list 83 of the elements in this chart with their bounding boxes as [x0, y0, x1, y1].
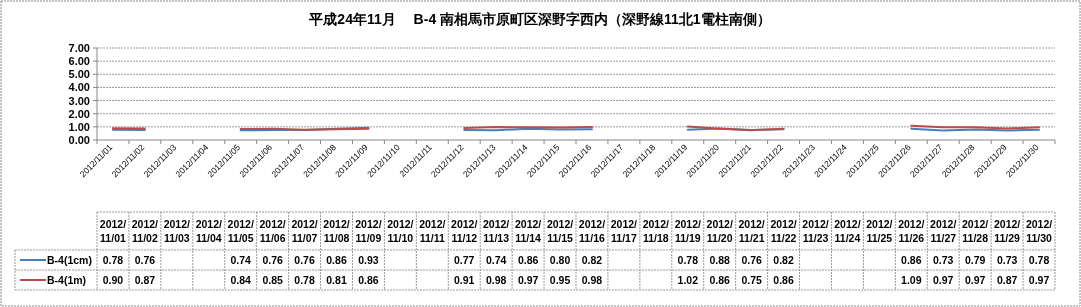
data-label: 0.76 [294, 254, 315, 266]
data-label: 1.02 [677, 274, 699, 286]
data-label: 0.97 [933, 274, 954, 286]
category-label: 2012/11/18 [642, 218, 669, 244]
category-label: 2012/11/09 [355, 218, 382, 244]
data-label: 0.90 [102, 274, 124, 286]
category-label: 2012/11/04 [195, 218, 222, 244]
data-label: 0.97 [964, 274, 986, 286]
category-label: 2012/11/29 [993, 218, 1021, 244]
category-label: 2012/11/28 [962, 218, 989, 244]
y-tick-label: 0.00 [68, 134, 90, 146]
y-tick-label: 1.00 [68, 120, 90, 133]
data-label: 0.98 [581, 274, 603, 286]
chart-title: 平成24年11月 B-4 南相馬市原町区深野字西内（深野線11北1電柱南側） [308, 11, 771, 27]
data-label: 0.73 [996, 254, 1018, 266]
data-label: 0.77 [454, 254, 475, 266]
y-tick-label: 2.00 [68, 107, 90, 120]
data-label: 0.88 [709, 254, 731, 266]
data-label: 0.85 [262, 274, 284, 286]
category-label: 2012/11/19 [674, 218, 701, 244]
data-label: 0.78 [294, 274, 315, 286]
data-label: 0.86 [901, 254, 922, 266]
data-label: 0.86 [517, 254, 539, 266]
data-label: 0.74 [230, 254, 252, 266]
data-label: 0.86 [326, 254, 347, 266]
data-label: 0.78 [102, 254, 124, 266]
data-label: 0.93 [358, 254, 379, 266]
data-label: 0.86 [709, 274, 731, 286]
legend-label: B-4(1cm) [47, 254, 92, 266]
legend-label: B-4(1m) [47, 274, 87, 286]
data-label: 0.76 [741, 254, 763, 266]
category-label: 2012/11/22 [770, 218, 797, 244]
data-label: 0.91 [454, 274, 475, 286]
category-label: 2012/11/08 [323, 218, 350, 244]
category-label: 2012/11/05 [227, 218, 254, 244]
data-label: 0.84 [230, 274, 252, 286]
category-label: 2012/11/06 [259, 218, 286, 244]
data-label: 0.87 [996, 274, 1018, 286]
category-label: 2012/11/17 [610, 218, 638, 244]
data-label: 0.75 [741, 274, 763, 286]
data-label: 0.81 [326, 274, 347, 286]
y-tick-label: 3.00 [68, 94, 90, 107]
data-label: 0.86 [773, 274, 794, 286]
category-label: 2012/11/15 [546, 218, 574, 244]
category-label: 2012/11/07 [291, 218, 318, 244]
data-label: 0.80 [549, 254, 571, 266]
data-label: 0.87 [134, 274, 156, 286]
category-label: 2012/11/16 [578, 218, 606, 244]
data-label: 0.76 [262, 254, 284, 266]
category-label: 2012/11/26 [898, 218, 925, 244]
data-label: 0.97 [517, 274, 539, 286]
y-tick-label: 4.00 [68, 81, 90, 94]
data-label: 0.86 [358, 274, 379, 286]
data-label: 0.82 [581, 254, 603, 266]
category-label: 2012/11/24 [834, 218, 861, 244]
data-label: 0.98 [485, 274, 507, 286]
data-label: 0.97 [1028, 274, 1050, 286]
category-label: 2012/11/25 [866, 218, 893, 244]
category-label: 2012/11/20 [706, 218, 733, 244]
data-label: 0.76 [134, 254, 156, 266]
data-label: 0.95 [549, 274, 571, 286]
category-label: 2012/11/27 [930, 218, 957, 244]
category-label: 2012/11/13 [483, 218, 510, 244]
category-label: 2012/11/01 [99, 218, 127, 244]
y-tick-label: 7.00 [68, 42, 90, 54]
data-label: 0.78 [1028, 254, 1050, 266]
category-label: 2012/11/30 [1025, 218, 1053, 244]
category-label: 2012/11/02 [131, 218, 159, 244]
category-label: 2012/11/11 [419, 218, 446, 244]
data-label: 0.78 [677, 254, 699, 266]
data-label: 0.73 [933, 254, 954, 266]
category-label: 2012/11/10 [387, 218, 414, 244]
data-label: 0.79 [964, 254, 986, 266]
y-tick-label: 5.00 [68, 68, 90, 81]
y-tick-label: 6.00 [68, 55, 90, 68]
category-label: 2012/11/03 [163, 218, 190, 244]
category-label: 2012/11/14 [514, 218, 542, 244]
category-label: 2012/11/23 [802, 218, 829, 244]
category-label: 2012/11/21 [738, 218, 765, 244]
data-label: 1.09 [901, 274, 922, 286]
data-label: 0.82 [773, 254, 794, 266]
data-label: 0.74 [485, 254, 507, 266]
category-label: 2012/11/12 [451, 218, 478, 244]
